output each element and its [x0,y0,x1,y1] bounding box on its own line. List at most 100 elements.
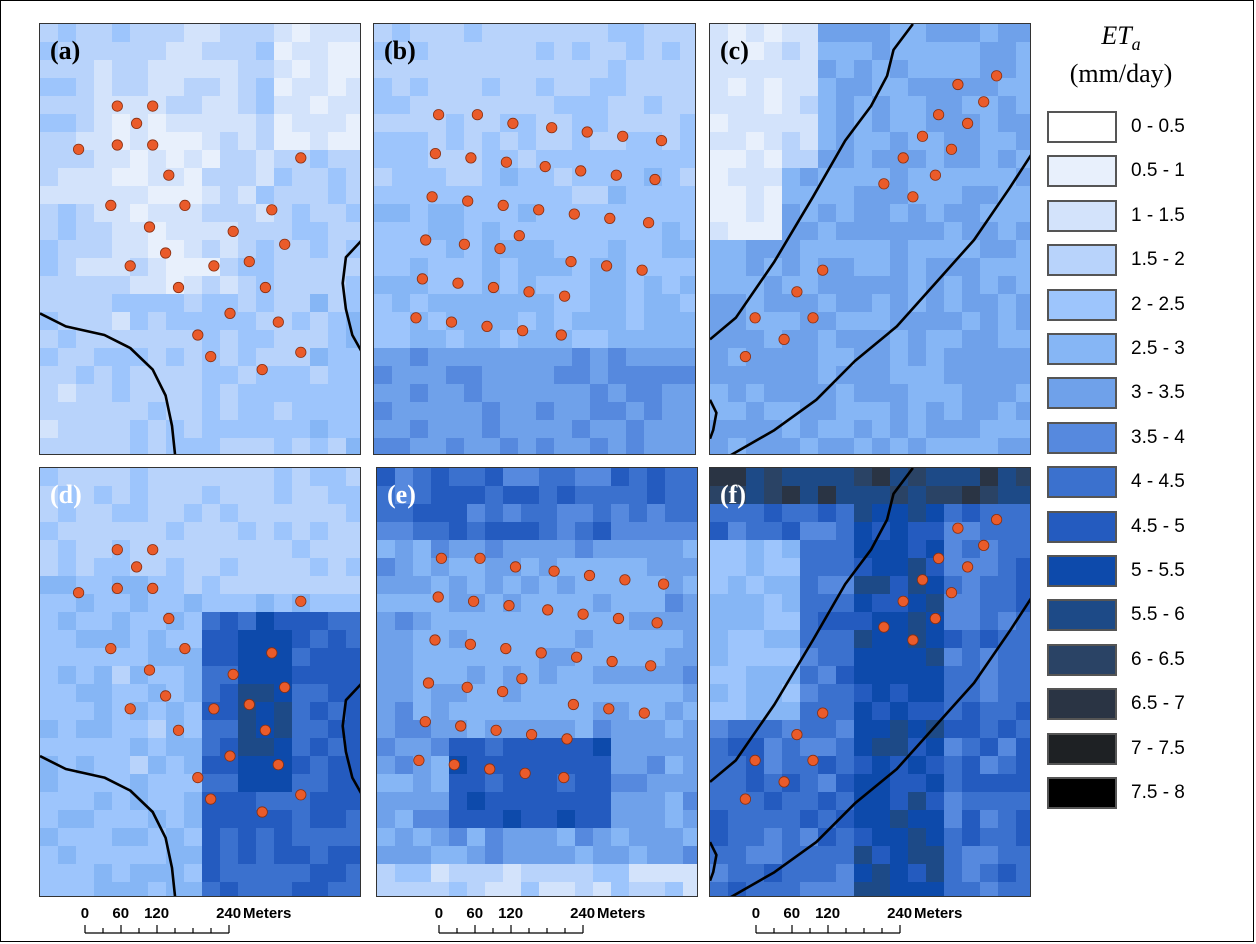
raster-cell [428,384,447,403]
raster-cell [683,720,697,739]
raster-cell [836,504,855,523]
raster-cell [944,24,963,43]
raster-cell [554,96,573,115]
raster-cell [292,828,311,847]
raster-cell [680,204,695,223]
raster-cell [782,702,801,721]
raster-cell [872,720,891,739]
raster-cell [464,168,483,187]
raster-cell [446,150,465,169]
raster-cell [647,882,666,896]
raster-cell [980,558,999,577]
raster-cell [665,486,684,505]
raster-cell [130,630,149,649]
raster-cell [944,846,963,865]
raster-cell [328,468,347,487]
raster-cell [647,468,666,487]
raster-cell [854,774,873,793]
raster-cell [40,720,59,739]
raster-cell [485,648,504,667]
raster-cell [962,720,981,739]
raster-cell [346,738,360,757]
raster-cell [998,666,1017,685]
sample-point [533,204,545,216]
raster-cell [202,540,221,559]
raster-layer [40,24,360,454]
raster-cell [998,312,1017,331]
raster-cell [818,576,837,595]
raster-cell [449,504,468,523]
sample-point [603,703,615,715]
raster-cell [554,312,573,331]
raster-cell [377,828,396,847]
sample-point [461,681,473,693]
raster-cell [908,828,927,847]
raster-cell [818,96,837,115]
raster-cell [536,186,555,205]
raster-cell [962,468,981,487]
raster-cell [557,558,576,577]
raster-cell [130,738,149,757]
raster-cell [575,630,594,649]
raster-cell [238,846,257,865]
raster-cell [94,60,113,79]
raster-cell [346,666,360,685]
raster-cell [94,114,113,133]
raster-cell [1016,330,1030,349]
raster-cell [728,312,747,331]
raster-cell [428,222,447,241]
raster-cell [58,810,77,829]
raster-cell [764,666,783,685]
raster-cell [346,774,360,793]
raster-cell [166,150,185,169]
raster-cell [764,294,783,313]
raster-cell [238,486,257,505]
raster-cell [76,168,95,187]
raster-cell [431,828,450,847]
scale-bar-right: 0 60 120 240 Meters [742,905,1042,939]
raster-cell [593,684,612,703]
raster-cell [680,168,695,187]
raster-cell [629,522,648,541]
raster-cell [148,846,167,865]
raster-cell [482,186,501,205]
raster-cell [464,60,483,79]
raster-cell [446,348,465,367]
raster-cell [575,540,594,559]
raster-cell [746,366,765,385]
raster-cell [431,468,450,487]
raster-cell [728,276,747,295]
raster-cell [998,366,1017,385]
raster-cell [76,684,95,703]
raster-cell [392,402,411,421]
raster-cell [908,402,927,421]
raster-cell [392,222,411,241]
raster-cell [1016,60,1030,79]
sample-point [604,212,616,224]
raster-cell [500,276,519,295]
raster-cell [836,420,855,439]
raster-cell [40,504,59,523]
sample-point [617,130,629,142]
raster-cell [467,774,486,793]
raster-cell [683,792,697,811]
raster-cell [238,648,257,667]
raster-cell [428,402,447,421]
raster-cell [629,738,648,757]
raster-cell [328,882,347,896]
raster-cell [536,330,555,349]
raster-cell [782,312,801,331]
raster-cell [554,222,573,241]
raster-cell [328,486,347,505]
raster-cell [328,402,347,421]
raster-cell [590,150,609,169]
raster-cell [680,366,695,385]
raster-cell [557,666,576,685]
raster-cell [683,828,697,847]
raster-cell [148,702,167,721]
scale-bar-line [755,925,901,934]
field-boundary-line [341,240,360,352]
sample-point [945,587,958,599]
sample-point [610,169,622,181]
raster-cell [202,420,221,439]
